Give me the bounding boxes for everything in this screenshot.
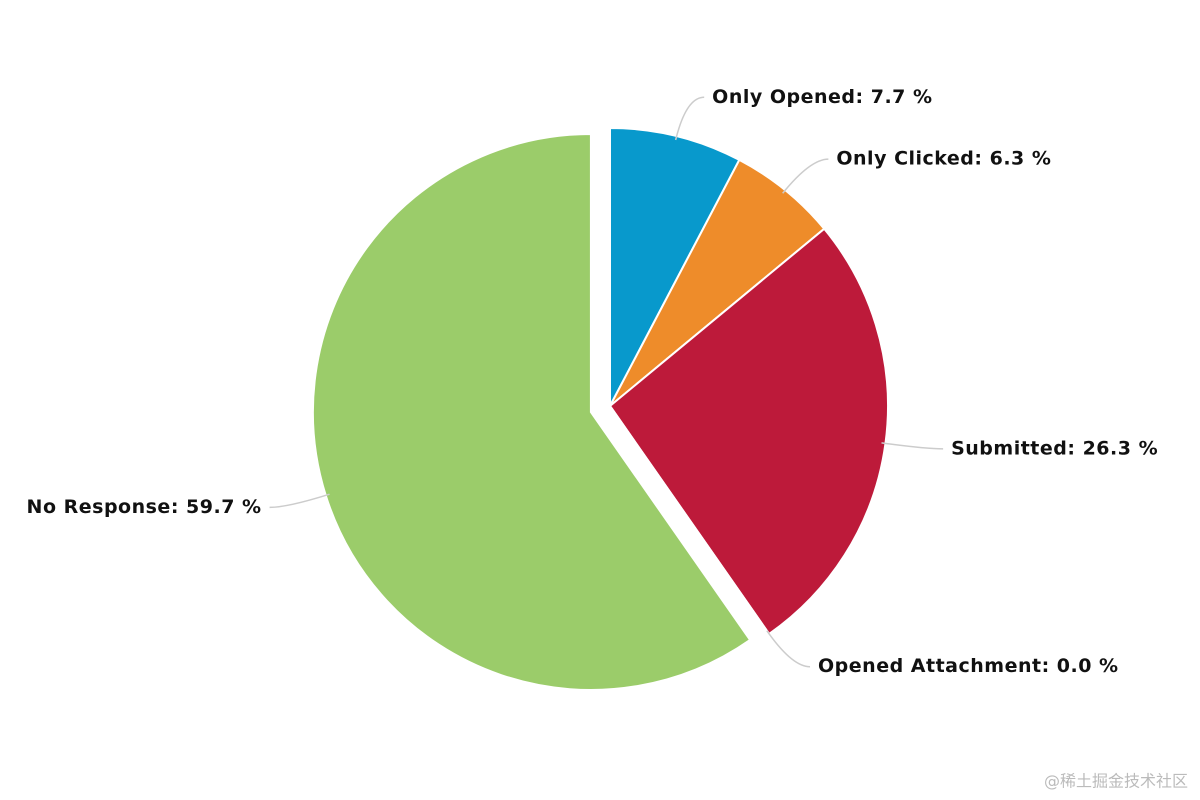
data-label: Only Clicked: 6.3 % bbox=[836, 148, 1051, 170]
data-label: Submitted: 26.3 % bbox=[951, 437, 1158, 459]
label-connector bbox=[269, 493, 330, 509]
data-label: Opened Attachment: 0.0 % bbox=[818, 655, 1119, 677]
data-label: No Response: 59.7 % bbox=[27, 496, 262, 518]
label-connector bbox=[782, 158, 829, 194]
watermark: @稀土掘金技术社区 bbox=[1044, 772, 1188, 791]
data-label: Only Opened: 7.7 % bbox=[712, 86, 932, 108]
label-connector bbox=[674, 96, 705, 141]
label-connector bbox=[766, 630, 811, 668]
label-connector bbox=[881, 442, 944, 450]
